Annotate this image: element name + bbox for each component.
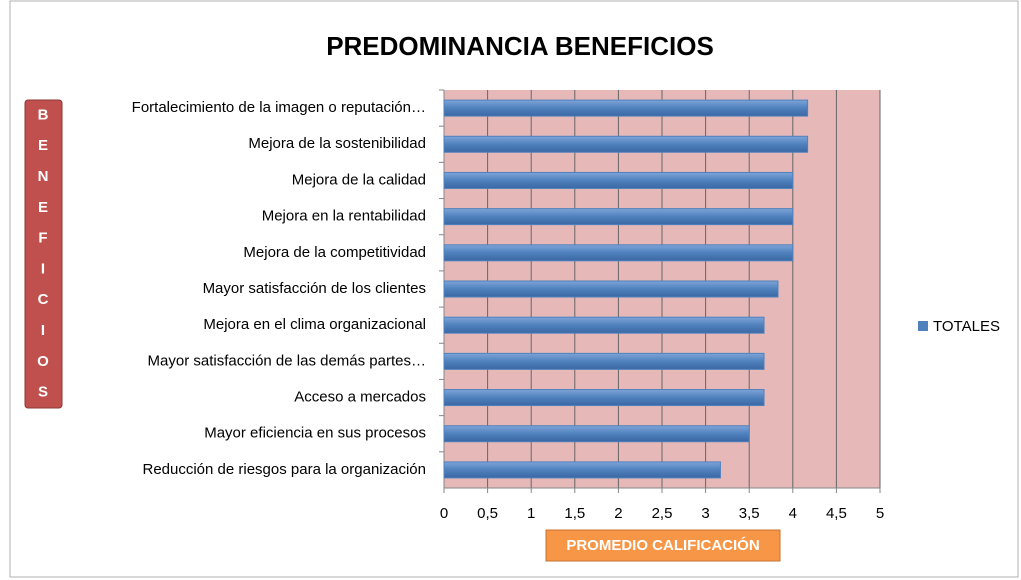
bar xyxy=(443,425,750,443)
y-tick-label: Mayor satisfacción de los clientes xyxy=(203,280,426,297)
y-tick-label: Mejora de la competitividad xyxy=(243,244,426,261)
bar xyxy=(443,99,809,117)
bar xyxy=(443,135,809,153)
y-tick-label: Acceso a mercados xyxy=(294,389,426,406)
x-tick-label: 2,5 xyxy=(652,505,673,522)
x-label-box xyxy=(545,529,781,562)
x-tick-label: 3 xyxy=(701,505,709,522)
x-tick-label: 1 xyxy=(527,505,535,522)
bar xyxy=(443,461,721,479)
y-tick-label: Mejora en la rentabilidad xyxy=(262,208,426,225)
y-tick-label: Mayor eficiencia en sus procesos xyxy=(204,425,426,442)
y-label-box xyxy=(24,99,63,409)
y-tick-label: Mayor satisfacción de las demás partes… xyxy=(148,352,426,369)
y-tick-label: Mejora de la calidad xyxy=(292,171,426,188)
x-tick-label: 4,5 xyxy=(826,505,847,522)
x-axis-label: PROMEDIO CALIFICACIÓN xyxy=(566,536,759,554)
chart-title: PREDOMINANCIA BENEFICIOS xyxy=(326,31,714,61)
legend-label: TOTALES xyxy=(933,318,1000,335)
legend-swatch xyxy=(918,321,928,331)
bar xyxy=(443,280,779,298)
bar xyxy=(443,208,794,226)
x-tick-label: 3,5 xyxy=(739,505,760,522)
y-tick-label: Mejora de la sostenibilidad xyxy=(248,135,426,152)
x-tick-label: 0,5 xyxy=(477,505,498,522)
bar xyxy=(443,171,794,189)
bar xyxy=(443,244,794,262)
x-tick-label: 4 xyxy=(789,505,797,522)
x-tick-label: 0 xyxy=(440,505,448,522)
y-tick-label: Fortalecimiento de la imagen o reputació… xyxy=(132,99,426,116)
bar xyxy=(443,352,765,370)
x-tick-label: 1,5 xyxy=(564,505,585,522)
x-tick-label: 2 xyxy=(614,505,622,522)
bar xyxy=(443,389,765,407)
bar xyxy=(443,316,765,334)
y-tick-label: Reducción de riesgos para la organizació… xyxy=(142,461,426,478)
x-tick-label: 5 xyxy=(876,505,884,522)
y-tick-label: Mejora en el clima organizacional xyxy=(203,316,426,333)
